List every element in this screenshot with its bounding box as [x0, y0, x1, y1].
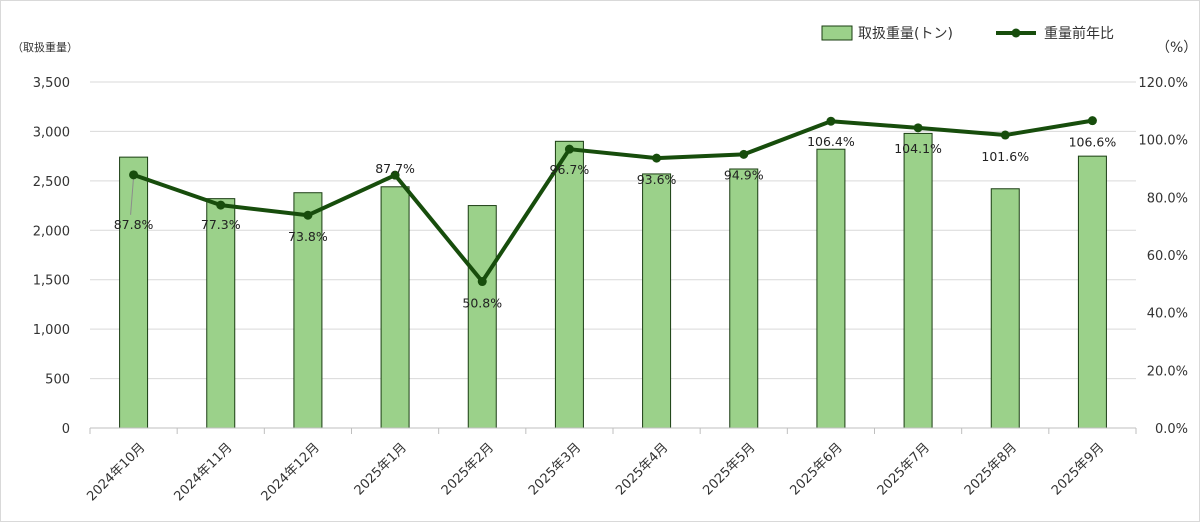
data-label: 101.6%: [981, 149, 1029, 164]
y-left-tick-label: 0: [62, 422, 70, 437]
line-point: [303, 210, 313, 220]
line-point: [1000, 130, 1010, 140]
line-point: [477, 277, 487, 287]
line-point: [913, 123, 923, 133]
x-axis: 2024年10月 2024年11月 2024年12月 2025年1月 2025年2月 20…: [84, 427, 1137, 504]
y-left-tick-label: 500: [45, 373, 70, 388]
x-tick-label: 2024年11月: [171, 440, 235, 504]
x-tick-label: 2025年1月: [352, 440, 410, 498]
line-point: [129, 170, 139, 180]
bar: [119, 156, 149, 429]
x-tick-label: 2024年12月: [259, 440, 323, 504]
legend-label-bar: 取扱重量(トン): [858, 26, 953, 42]
y-left-tick-label: 2,000: [33, 224, 70, 239]
line-point: [652, 153, 662, 163]
x-tick-label: 2025年6月: [788, 440, 846, 498]
data-label: 73.8%: [288, 229, 328, 244]
bar: [380, 186, 410, 429]
data-label: 93.6%: [637, 172, 677, 187]
x-tick-label: 2025年9月: [1049, 440, 1107, 498]
y-left-axis: 0 500 1,000 1,500 2,000 2,500 3,000 3,500: [33, 76, 70, 437]
bar: [729, 168, 759, 429]
y-right-tick-label: 20.0%: [1147, 364, 1188, 379]
y-right-axis: 0.0% 20.0% 40.0% 60.0% 80.0% 100.0% 120.0%: [1138, 76, 1188, 437]
gridlines: [90, 81, 1136, 380]
x-tick-label: 2025年4月: [613, 440, 671, 498]
y-right-tick-label: 80.0%: [1147, 191, 1188, 206]
leader-lines: [130, 176, 135, 215]
data-label: 106.6%: [1069, 135, 1117, 150]
data-label: 77.3%: [201, 217, 241, 232]
leader-line: [130, 176, 135, 215]
line-point: [390, 170, 400, 180]
y-right-tick-label: 0.0%: [1155, 422, 1188, 437]
data-label: 106.4%: [807, 134, 855, 149]
y-left-unit-label: （取扱重量）: [12, 40, 78, 54]
line-point: [739, 149, 749, 159]
bar: [1077, 155, 1107, 429]
x-tick-label: 2025年8月: [962, 440, 1020, 498]
legend-label-line: 重量前年比: [1044, 25, 1114, 42]
y-left-tick-label: 3,000: [33, 125, 70, 140]
data-label: 96.7%: [550, 162, 590, 177]
x-tick-label: 2025年5月: [700, 440, 758, 498]
data-label: 104.1%: [894, 141, 942, 156]
bar: [554, 140, 584, 429]
line-series: [129, 116, 1097, 287]
bar: [467, 205, 497, 429]
data-label: 94.9%: [724, 167, 764, 182]
bar: [816, 148, 846, 429]
y-left-tick-label: 3,500: [33, 76, 70, 91]
line-point: [564, 144, 574, 154]
y-left-tick-label: 2,500: [33, 175, 70, 190]
line-point: [216, 200, 226, 210]
legend-swatch-marker: [1011, 28, 1021, 38]
data-labels: 87.8% 77.3% 73.8% 87.7% 50.8% 96.7% 93.6% 94.9%…: [114, 134, 1117, 310]
bar: [903, 132, 933, 429]
y-left-tick-label: 1,000: [33, 323, 70, 338]
y-right-tick-label: 40.0%: [1147, 307, 1188, 322]
data-label: 87.8%: [114, 217, 154, 232]
data-label: 50.8%: [462, 296, 502, 311]
line-path: [132, 118, 1093, 284]
bar: [206, 198, 236, 429]
x-tick-label: 2025年3月: [526, 440, 584, 498]
bar-series: [119, 132, 1107, 429]
data-label: 87.7%: [375, 161, 415, 176]
legend-swatch-bar: [821, 25, 853, 41]
y-right-tick-label: 60.0%: [1147, 249, 1188, 264]
line-point: [1087, 116, 1097, 126]
y-left-tick-label: 1,500: [33, 274, 70, 289]
y-right-tick-label: 120.0%: [1138, 76, 1188, 91]
x-tick-label: 2024年10月: [84, 440, 148, 504]
bar: [293, 192, 323, 429]
bar: [642, 173, 672, 429]
y-right-tick-label: 100.0%: [1138, 134, 1188, 149]
line-point: [826, 116, 836, 126]
legend: 取扱重量(トン) 重量前年比: [821, 25, 1114, 42]
bar: [990, 188, 1020, 429]
x-tick-label: 2025年2月: [439, 440, 497, 498]
x-tick-label: 2025年7月: [875, 440, 933, 498]
y-right-unit-label: （%）: [1156, 40, 1197, 56]
